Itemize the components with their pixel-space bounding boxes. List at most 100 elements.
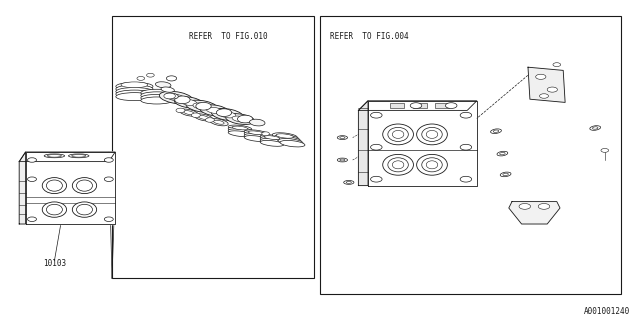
Ellipse shape	[346, 181, 351, 183]
Ellipse shape	[276, 134, 294, 138]
Polygon shape	[19, 152, 26, 224]
Circle shape	[553, 63, 561, 67]
Circle shape	[601, 148, 609, 152]
Polygon shape	[358, 101, 368, 186]
Circle shape	[445, 103, 457, 108]
Ellipse shape	[280, 140, 305, 147]
Circle shape	[175, 96, 190, 104]
Ellipse shape	[260, 137, 284, 142]
Circle shape	[460, 176, 472, 182]
Ellipse shape	[228, 125, 252, 131]
Ellipse shape	[422, 158, 442, 172]
Ellipse shape	[141, 97, 173, 104]
Circle shape	[547, 87, 557, 92]
Ellipse shape	[260, 135, 284, 140]
Ellipse shape	[116, 83, 153, 91]
Ellipse shape	[116, 93, 153, 101]
Circle shape	[196, 102, 211, 110]
Circle shape	[137, 76, 145, 80]
Ellipse shape	[186, 100, 218, 112]
Ellipse shape	[68, 154, 89, 158]
Ellipse shape	[42, 178, 67, 194]
Ellipse shape	[340, 137, 345, 139]
Ellipse shape	[214, 120, 224, 124]
Ellipse shape	[228, 127, 252, 133]
Ellipse shape	[426, 161, 438, 169]
Ellipse shape	[156, 82, 171, 88]
Circle shape	[460, 112, 472, 118]
Ellipse shape	[174, 97, 204, 108]
Bar	[112, 16, 314, 278]
Ellipse shape	[264, 136, 280, 140]
Circle shape	[237, 115, 253, 123]
Ellipse shape	[260, 139, 284, 144]
Ellipse shape	[194, 114, 213, 121]
Circle shape	[28, 158, 36, 162]
Ellipse shape	[72, 178, 97, 194]
Circle shape	[371, 144, 382, 150]
Ellipse shape	[164, 93, 179, 99]
Ellipse shape	[491, 129, 501, 133]
Ellipse shape	[383, 155, 413, 175]
Text: REFER  TO FIG.004: REFER TO FIG.004	[330, 32, 408, 41]
Bar	[320, 16, 621, 294]
Circle shape	[536, 74, 546, 79]
Ellipse shape	[161, 87, 174, 92]
Circle shape	[519, 204, 531, 209]
Ellipse shape	[417, 124, 447, 145]
Ellipse shape	[260, 140, 284, 146]
Ellipse shape	[72, 155, 86, 157]
Ellipse shape	[121, 82, 148, 88]
Circle shape	[371, 176, 382, 182]
Ellipse shape	[250, 119, 265, 126]
Circle shape	[205, 118, 214, 122]
Text: REFER  TO FIG.010: REFER TO FIG.010	[189, 32, 268, 41]
Circle shape	[216, 109, 232, 116]
Ellipse shape	[593, 127, 598, 129]
Ellipse shape	[72, 202, 97, 217]
Ellipse shape	[500, 152, 505, 155]
Ellipse shape	[232, 116, 248, 122]
Ellipse shape	[179, 109, 198, 116]
Ellipse shape	[493, 130, 499, 132]
Ellipse shape	[244, 132, 268, 138]
Ellipse shape	[228, 129, 252, 135]
Circle shape	[104, 177, 113, 181]
Ellipse shape	[383, 124, 413, 145]
Circle shape	[410, 103, 422, 108]
Ellipse shape	[244, 136, 268, 141]
Ellipse shape	[388, 127, 408, 141]
Ellipse shape	[244, 130, 268, 136]
Ellipse shape	[116, 90, 153, 98]
Circle shape	[104, 217, 113, 221]
Ellipse shape	[116, 87, 153, 96]
Ellipse shape	[244, 134, 268, 140]
Polygon shape	[528, 67, 565, 102]
Ellipse shape	[497, 151, 508, 156]
Ellipse shape	[200, 105, 229, 116]
Circle shape	[164, 93, 175, 99]
Ellipse shape	[47, 155, 61, 157]
Circle shape	[104, 158, 113, 162]
Ellipse shape	[141, 89, 173, 96]
Ellipse shape	[278, 139, 303, 145]
Polygon shape	[26, 152, 115, 224]
Ellipse shape	[167, 94, 185, 101]
Circle shape	[262, 132, 269, 136]
Ellipse shape	[590, 126, 600, 130]
Circle shape	[460, 144, 472, 150]
Polygon shape	[19, 152, 115, 162]
Ellipse shape	[388, 158, 408, 172]
Ellipse shape	[211, 108, 243, 121]
Ellipse shape	[198, 116, 209, 119]
Bar	[390, 103, 404, 108]
Ellipse shape	[503, 173, 508, 176]
Text: A001001240: A001001240	[584, 308, 630, 316]
Ellipse shape	[417, 155, 447, 175]
Ellipse shape	[426, 130, 438, 138]
Circle shape	[28, 177, 36, 181]
Ellipse shape	[340, 159, 345, 161]
Circle shape	[166, 76, 177, 81]
Ellipse shape	[46, 180, 62, 191]
Ellipse shape	[184, 111, 194, 115]
